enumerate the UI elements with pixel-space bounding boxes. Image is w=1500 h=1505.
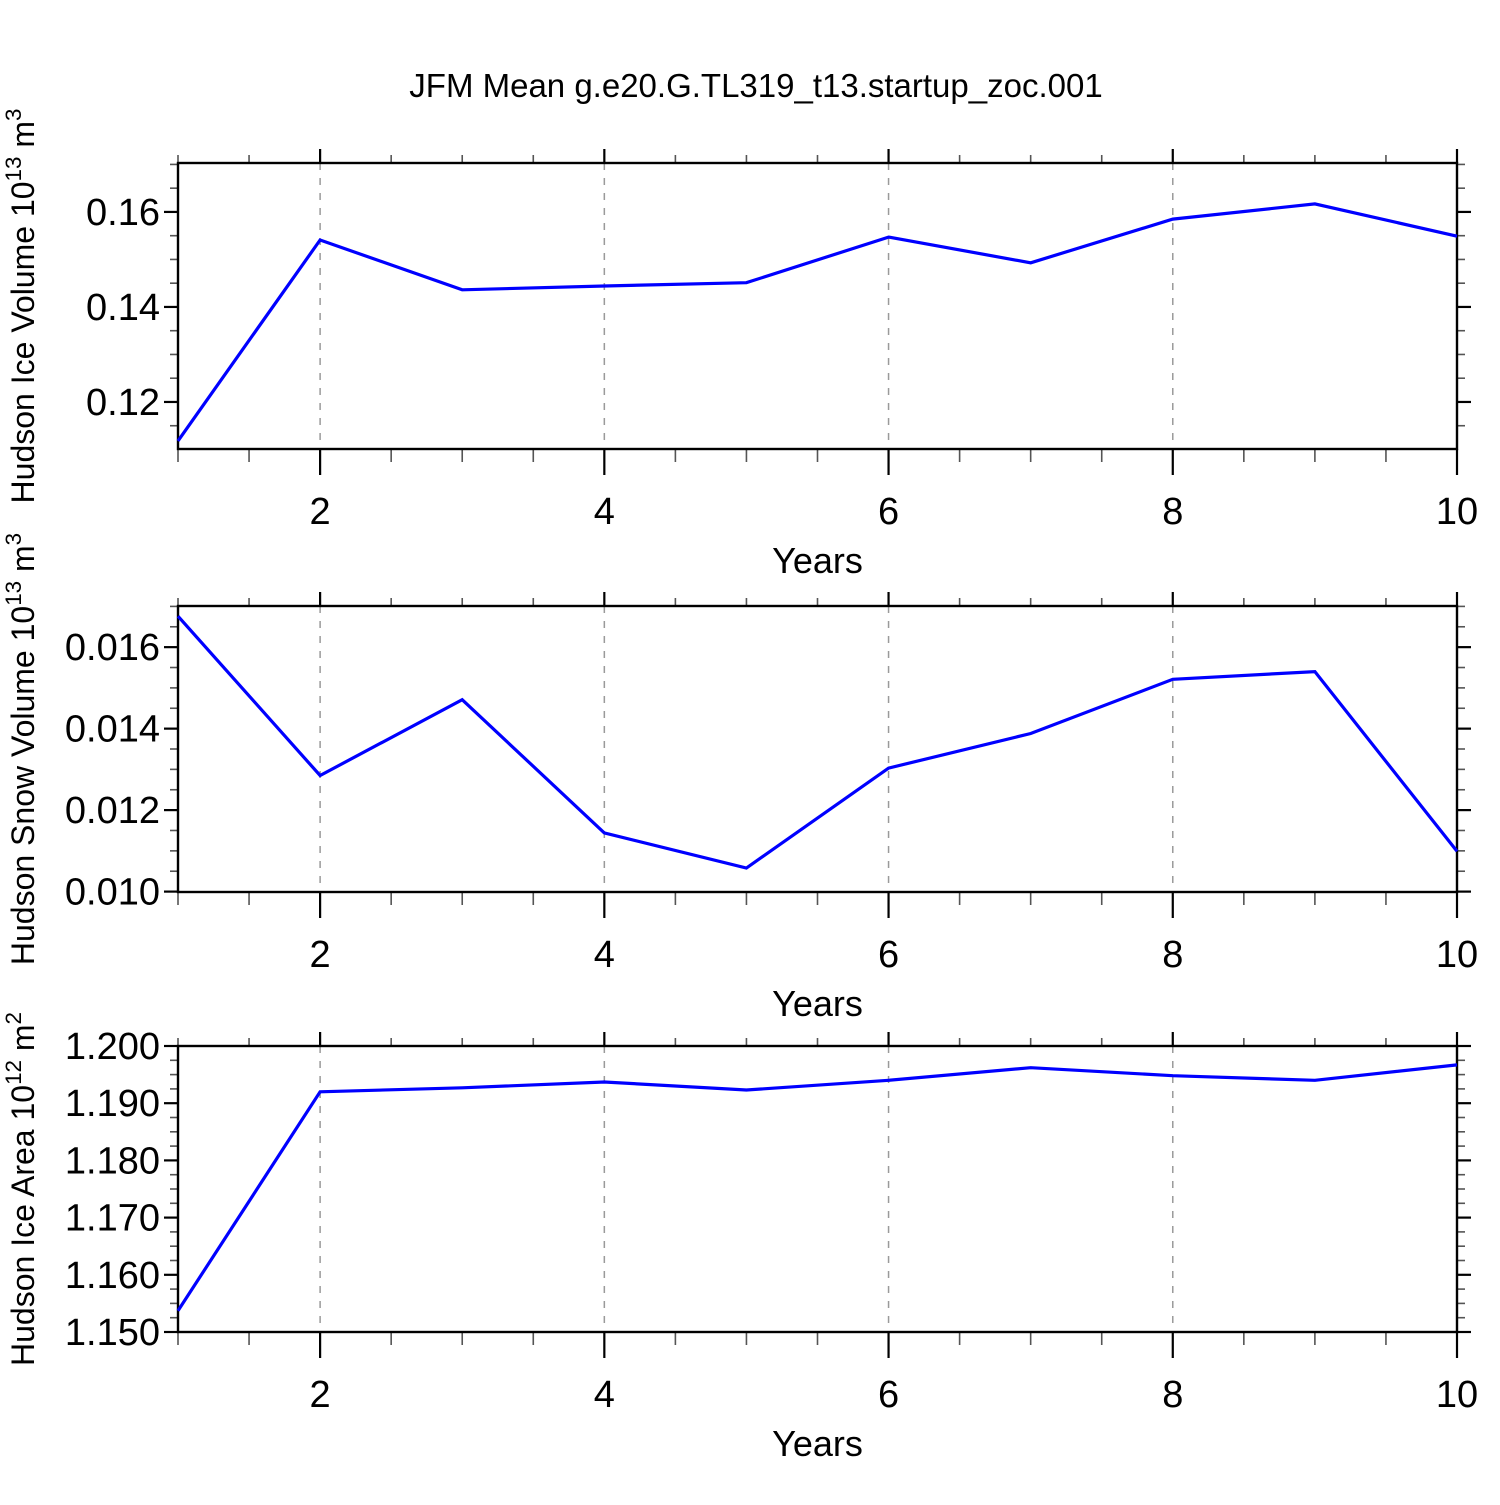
- plot-frame: [176, 1044, 1459, 1334]
- x-tick-label: 10: [1436, 1374, 1478, 1416]
- y-axis-label-superscript: 3: [1, 533, 26, 545]
- y-tick-label: 0.12: [86, 382, 160, 424]
- y-axis-label-text: m: [5, 121, 41, 157]
- data-line: [176, 202, 1458, 442]
- y-axis-label-superscript: 13: [1, 157, 26, 182]
- y-tick-label: 1.190: [65, 1083, 160, 1125]
- y-tick-label: 1.200: [65, 1026, 160, 1068]
- plot-frame: [176, 604, 1459, 894]
- y-tick-label: 0.14: [86, 287, 160, 329]
- y-axis-label: Hudson Ice Area 1012 m2: [1, 1012, 41, 1366]
- data-line: [176, 615, 1459, 870]
- x-tick-label: 4: [594, 1374, 615, 1416]
- panel-2: 2 4 6 8 10 0.010 0.012 0.014 0.016 Years Hudson Sn…: [1, 533, 1478, 1024]
- panel-3: 2 4 6 8 10 1.150 1.160 1.170 1.180 1.190 1.200 Year…: [1, 1012, 1478, 1464]
- x-axis-label: Years: [772, 1423, 863, 1464]
- x-tick-label: 8: [1162, 491, 1183, 533]
- y-tick-label: 0.016: [65, 627, 160, 669]
- x-tick-label: 6: [878, 491, 899, 533]
- x-tick-label: 6: [878, 1374, 899, 1416]
- x-tick-label: 2: [310, 1374, 331, 1416]
- x-tick-label: 2: [310, 934, 331, 976]
- figure-title: JFM Mean g.e20.G.TL319_t13.startup_zoc.0…: [409, 67, 1102, 104]
- y-tick-label: 1.150: [65, 1312, 160, 1354]
- y-tick-label: 1.170: [65, 1198, 160, 1240]
- y-tick-label: 0.014: [65, 709, 160, 751]
- y-tick-label: 0.012: [65, 790, 160, 832]
- y-axis-label: Hudson Ice Volume 1013 m3: [1, 109, 41, 504]
- y-axis-label-text: m: [5, 545, 41, 581]
- plot-frame: [176, 161, 1459, 451]
- y-tick-label: 1.180: [65, 1140, 160, 1182]
- panels-group: 2 4 6 8 10 0.12 0.14 0.16 Years Hudson Ice Volume…: [1, 109, 1478, 1464]
- x-axis-label: Years: [772, 540, 863, 581]
- x-tick-label: 6: [878, 934, 899, 976]
- y-tick-label: 0.010: [65, 872, 160, 914]
- y-axis-label-superscript: 2: [1, 1012, 26, 1024]
- y-tick-label: 1.160: [65, 1255, 160, 1297]
- y-axis-label-text: Hudson Ice Area 10: [5, 1085, 41, 1366]
- x-axis-label: Years: [772, 983, 863, 1024]
- x-tick-label: 10: [1436, 491, 1478, 533]
- y-axis-label-text: Hudson Ice Volume 10: [5, 181, 41, 503]
- x-tick-label: 4: [594, 491, 615, 533]
- y-axis-label-superscript: 13: [1, 581, 26, 606]
- data-line: [176, 1063, 1458, 1312]
- y-tick-label: 0.16: [86, 192, 160, 234]
- y-axis-label-text: Hudson Snow Volume 10: [5, 606, 41, 965]
- x-tick-label: 4: [594, 934, 615, 976]
- y-axis-label: Hudson Snow Volume 1013 m3: [1, 533, 41, 965]
- x-tick-label: 10: [1436, 934, 1478, 976]
- x-tick-label: 2: [310, 491, 331, 533]
- y-axis-label-superscript: 3: [1, 109, 26, 121]
- y-axis-label-superscript: 12: [1, 1060, 26, 1085]
- x-tick-label: 8: [1162, 1374, 1183, 1416]
- panel-1: 2 4 6 8 10 0.12 0.14 0.16 Years Hudson Ice Volume…: [1, 109, 1478, 581]
- x-tick-label: 8: [1162, 934, 1183, 976]
- y-axis-label-text: m: [5, 1024, 41, 1060]
